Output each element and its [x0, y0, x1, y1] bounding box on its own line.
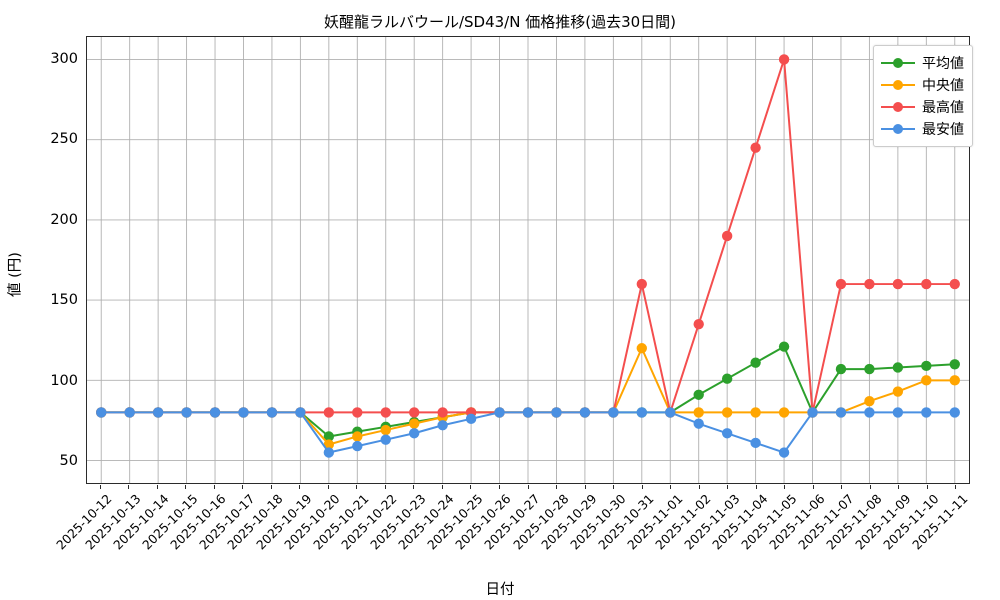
- x-axis-tick-mark: [299, 485, 301, 489]
- y-axis-tick: 100: [50, 372, 78, 389]
- x-axis-tick-mark: [926, 485, 928, 489]
- x-axis-tick-mark: [327, 485, 329, 489]
- y-axis-tick: 50: [59, 453, 78, 470]
- legend-label: 最高値: [922, 100, 964, 116]
- chart-title: 妖醒龍ラルバウール/SD43/N 価格推移(過去30日間): [323, 13, 677, 31]
- x-axis-tick-mark: [841, 485, 843, 489]
- x-axis-tick-mark: [242, 485, 244, 489]
- x-axis-tick-mark: [156, 485, 158, 489]
- legend-item-0[interactable]: 平均値: [881, 52, 964, 74]
- x-axis-tick-mark: [698, 485, 700, 489]
- x-axis-tick-mark: [784, 485, 786, 489]
- x-axis-tick-mark: [384, 485, 386, 489]
- y-axis-tick: 300: [50, 50, 78, 67]
- y-axis-tick: 200: [50, 211, 78, 228]
- legend-marker-icon: [881, 56, 915, 70]
- y-axis-tick-labels: 値 (円) 50 100 150 200 250 300: [0, 36, 79, 484]
- legend-label: 中央値: [922, 78, 964, 94]
- x-axis-tick-labels: 2025-10-12 2025-10-13 2025-10-14 2025-10-15…: [53, 485, 970, 565]
- legend-label: 平均値: [922, 56, 964, 72]
- x-axis-tick-mark: [470, 485, 472, 489]
- legend-item-2[interactable]: 最高値: [881, 96, 964, 118]
- plot-area: [86, 36, 970, 484]
- legend-marker-icon: [881, 78, 915, 92]
- x-axis-tick-mark: [898, 485, 900, 489]
- y-axis-tick: 250: [50, 131, 78, 148]
- x-axis-tick-mark: [185, 485, 187, 489]
- x-axis-tick-mark: [613, 485, 615, 489]
- series-3: [96, 407, 960, 458]
- x-axis-tick-mark: [99, 485, 101, 489]
- x-axis-tick-mark: [498, 485, 500, 489]
- y-axis-tick: 150: [50, 292, 78, 309]
- legend-marker-icon: [881, 100, 915, 114]
- x-axis-tick-mark: [641, 485, 643, 489]
- x-axis-tick-mark: [584, 485, 586, 489]
- x-axis-tick-mark: [556, 485, 558, 489]
- y-axis-label: 値 (円): [7, 252, 24, 297]
- legend-item-1[interactable]: 中央値: [881, 74, 964, 96]
- x-axis-tick-mark: [812, 485, 814, 489]
- plot-svg: [87, 37, 969, 483]
- x-axis-tick-mark: [441, 485, 443, 489]
- x-axis-tick-mark: [955, 485, 957, 489]
- x-axis-tick-mark: [670, 485, 672, 489]
- x-axis-tick-mark: [869, 485, 871, 489]
- x-axis-tick-mark: [213, 485, 215, 489]
- chart-legend: 平均値中央値最高値最安値: [873, 45, 973, 147]
- x-axis-label: 日付: [485, 582, 515, 598]
- x-axis-tick-mark: [527, 485, 529, 489]
- legend-marker-icon: [881, 122, 915, 136]
- x-axis-tick-mark: [413, 485, 415, 489]
- legend-label: 最安値: [922, 122, 964, 138]
- x-axis-tick-mark: [128, 485, 130, 489]
- legend-item-3[interactable]: 最安値: [881, 118, 964, 140]
- x-axis-tick-mark: [727, 485, 729, 489]
- x-axis-tick-mark: [755, 485, 757, 489]
- x-axis-tick-mark: [270, 485, 272, 489]
- x-axis-tick-mark: [356, 485, 358, 489]
